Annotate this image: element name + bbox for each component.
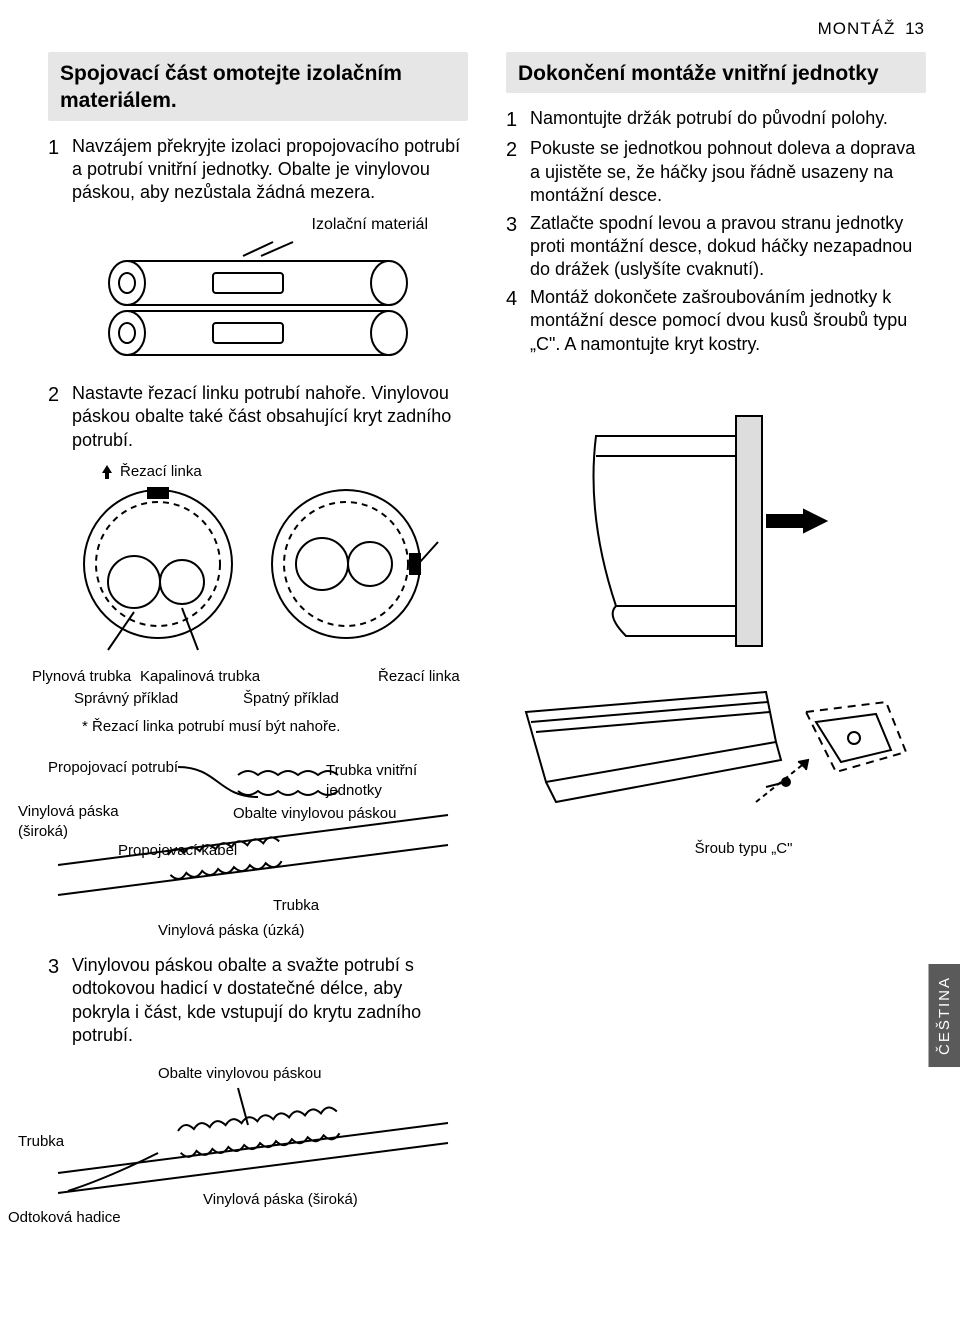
left-steps-b: 2 Nastavte řezací linku potrubí nahoře. … <box>48 382 468 452</box>
insulation-diagram-icon <box>103 238 413 358</box>
step-text: Montáž dokončete zašroubováním jednotky … <box>530 286 926 356</box>
step-number: 1 <box>506 107 530 133</box>
left-title: Spojovací část omotejte izolačním materi… <box>48 52 468 121</box>
figure-drain: Obalte vinylovou páskou Trubka Vinylová … <box>48 1064 463 1205</box>
step-text: Vinylovou páskou obalte a svažte potrubí… <box>72 954 463 1048</box>
page-number: 13 <box>905 19 924 38</box>
drain-vinyl-wide-label: Vinylová páska (široká) <box>203 1190 358 1210</box>
left-step-1: 1 Navzájem překryjte izolaci propojovací… <box>48 135 468 205</box>
figure-wrap: Propojovací potrubí Trubka vnitřní jedno… <box>48 755 468 936</box>
cutline-label: Řezací linka <box>120 462 202 482</box>
figure-cutline-labels: Plynová trubka Kapalinová trubka Řezací … <box>68 667 468 687</box>
left-step-2: 2 Nastavte řezací linku potrubí nahoře. … <box>48 382 468 452</box>
drain-diagram-icon <box>48 1083 468 1198</box>
pipe-label: Trubka <box>273 896 319 916</box>
arrow-up-icon <box>98 463 116 481</box>
drain-wrap-label: Obalte vinylovou páskou <box>158 1064 463 1084</box>
right-column: Dokončení montáže vnitřní jednotky 1Namo… <box>506 52 926 954</box>
step-number: 4 <box>506 286 530 356</box>
right-title: Dokončení montáže vnitřní jednotky <box>506 52 926 93</box>
cutline-note: * Řezací linka potrubí musí být nahoře. <box>68 717 468 737</box>
vinyl-narrow-label: Vinylová páska (úzká) <box>158 921 304 941</box>
step-number: 2 <box>506 137 530 207</box>
drain-pipe-label: Trubka <box>18 1132 64 1152</box>
step-number: 2 <box>48 382 72 452</box>
indoor-pipe-label: Trubka vnitřní jednotky <box>326 761 446 800</box>
section-name: MONTÁŽ <box>818 19 896 38</box>
cutline-label-2: Řezací linka <box>378 667 460 687</box>
figure-insulation: Izolační materiál <box>48 215 468 364</box>
step-text: Navzájem překryjte izolaci propojovacího… <box>72 135 468 205</box>
conn-pipe-label: Propojovací potrubí <box>48 758 178 778</box>
drain-hose-label: Odtoková hadice <box>8 1208 121 1228</box>
figure-cutline: Řezací linka <box>48 462 468 736</box>
vinyl-wide-label: Vinylová páska (široká) <box>18 802 138 841</box>
right-step-1: 1Namontujte držák potrubí do původní pol… <box>506 107 926 133</box>
figure-unit-bottom: Šroub typu „C" <box>506 672 926 858</box>
figure-cutline-examples: Správný příklad Špatný příklad <box>68 689 468 711</box>
cutline-diagram-icon <box>68 482 458 657</box>
liquid-pipe-label: Kapalinová trubka <box>140 667 260 687</box>
step-text: Zatlačte spodní levou a pravou stranu je… <box>530 212 926 282</box>
step-number: 1 <box>48 135 72 205</box>
step-text: Namontujte držák potrubí do původní polo… <box>530 107 926 133</box>
right-step-2: 2Pokuste se jednotkou pohnout doleva a d… <box>506 137 926 207</box>
page-header: MONTÁŽ 13 <box>0 0 960 44</box>
bad-example-label: Špatný příklad <box>243 689 339 709</box>
good-example-label: Správný příklad <box>74 689 178 709</box>
language-tab: ČEŠTINA <box>929 964 960 1067</box>
unit-bottom-diagram-icon <box>506 672 926 862</box>
conn-cable-label: Propojovací kabel <box>118 841 237 861</box>
left-steps-c: 3 Vinylovou páskou obalte a svažte potru… <box>48 954 463 1048</box>
left-steps-a: 1 Navzájem překryjte izolaci propojovací… <box>48 135 468 205</box>
step-number: 3 <box>48 954 72 1048</box>
step-text: Pokuste se jednotkou pohnout doleva a do… <box>530 137 926 207</box>
step-number: 3 <box>506 212 530 282</box>
right-step-4: 4Montáž dokončete zašroubováním jednotky… <box>506 286 926 356</box>
wrap-vinyl-label: Obalte vinylovou páskou <box>233 804 396 824</box>
gas-pipe-label: Plynová trubka <box>32 667 131 687</box>
left-column: Spojovací část omotejte izolačním materi… <box>48 52 468 954</box>
figure-unit-top <box>506 406 926 662</box>
unit-top-diagram-icon <box>566 406 866 656</box>
figure-insulation-label: Izolační materiál <box>48 215 468 236</box>
right-steps: 1Namontujte držák potrubí do původní pol… <box>506 107 926 356</box>
left-step-3: 3 Vinylovou páskou obalte a svažte potru… <box>48 954 463 1048</box>
content-columns: Spojovací část omotejte izolačním materi… <box>0 44 960 954</box>
right-step-3: 3Zatlačte spodní levou a pravou stranu j… <box>506 212 926 282</box>
left-lower: 3 Vinylovou páskou obalte a svažte potru… <box>0 954 499 1204</box>
step-text: Nastavte řezací linku potrubí nahoře. Vi… <box>72 382 468 452</box>
